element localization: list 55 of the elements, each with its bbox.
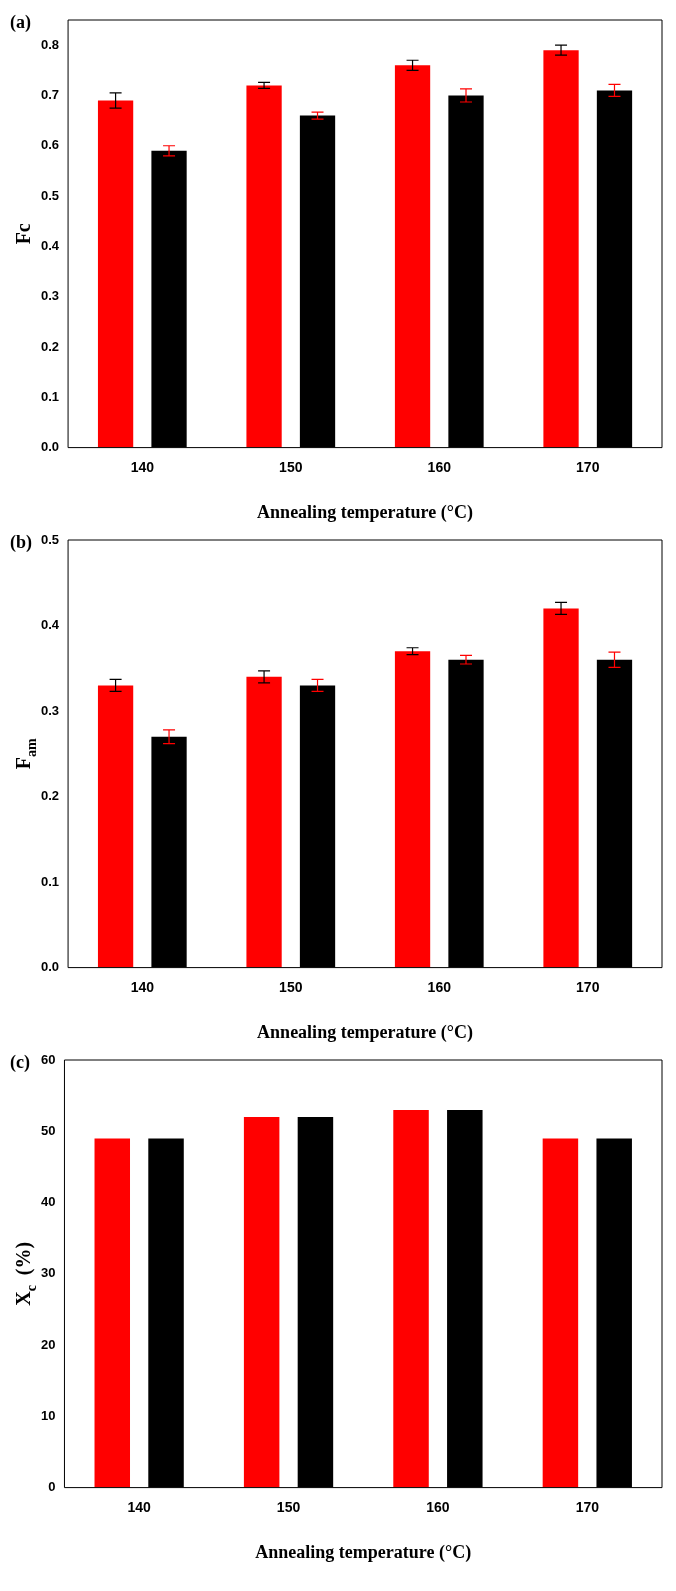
y-tick-label: 0.8: [40, 36, 60, 52]
y-tick-label: 10: [40, 1407, 56, 1423]
x-tick-label: 150: [279, 458, 303, 475]
y-tick-label: 40: [40, 1194, 56, 1210]
y-tick-label: 0.4: [40, 617, 60, 633]
y-tick-label: 0.3: [40, 702, 60, 718]
y-tick-label: 20: [40, 1336, 56, 1352]
y-tick-label: 0.7: [40, 87, 60, 103]
bar: [246, 85, 282, 448]
y-tick-label: 50: [40, 1122, 56, 1138]
y-tick-label: 0: [48, 1479, 56, 1495]
bar: [543, 608, 579, 968]
bar: [393, 1109, 429, 1488]
y-axis-title: Fam: [12, 738, 39, 770]
x-tick-label: 140: [130, 978, 155, 995]
y-tick-label: 0.5: [40, 187, 60, 203]
y-tick-label: 0.1: [40, 873, 60, 889]
y-axis-title: Xc (%): [12, 1241, 39, 1306]
text: (a): [10, 12, 31, 33]
bar: [543, 50, 579, 448]
x-tick-label: 170: [575, 1498, 600, 1515]
y-tick-label: 0.5: [40, 531, 60, 547]
x-tick-label: 150: [279, 978, 303, 995]
x-tick-label: 160: [427, 978, 452, 995]
bar: [246, 676, 282, 968]
x-tick-label: 160: [426, 1498, 450, 1515]
y-tick-label: 0.3: [40, 288, 60, 304]
y-tick-label: 0.0: [40, 959, 60, 975]
y-tick-label: 0.2: [40, 788, 60, 804]
y-axis-title: Fc: [12, 223, 34, 245]
x-tick-label: 140: [127, 1498, 152, 1515]
bar: [394, 651, 431, 968]
y-tick-label: 0.0: [40, 439, 60, 455]
bar: [542, 1138, 579, 1488]
bar: [97, 685, 134, 968]
y-tick-label: 60: [40, 1051, 56, 1067]
x-axis-title: Annealing temperature (°C): [257, 1021, 473, 1043]
x-tick-label: 170: [576, 458, 600, 475]
y-tick-label: 0.6: [40, 137, 60, 153]
x-tick-label: 170: [576, 978, 600, 995]
y-tick-label: 30: [40, 1265, 56, 1281]
bar: [243, 1117, 280, 1488]
x-axis-title: Annealing temperature (°C): [255, 1541, 472, 1563]
bar: [394, 65, 431, 448]
x-tick-label: 140: [130, 458, 155, 475]
x-tick-label: 150: [276, 1498, 301, 1515]
bar: [94, 1138, 131, 1488]
x-axis-title: Annealing temperature (°C): [257, 501, 473, 523]
y-tick-label: 0.1: [40, 388, 60, 404]
x-tick-label: 160: [427, 458, 452, 475]
text: (c): [10, 1052, 30, 1073]
text: (b): [10, 532, 32, 553]
bar: [97, 100, 134, 448]
y-tick-label: 0.2: [40, 338, 60, 354]
y-tick-label: 0.4: [40, 237, 60, 253]
